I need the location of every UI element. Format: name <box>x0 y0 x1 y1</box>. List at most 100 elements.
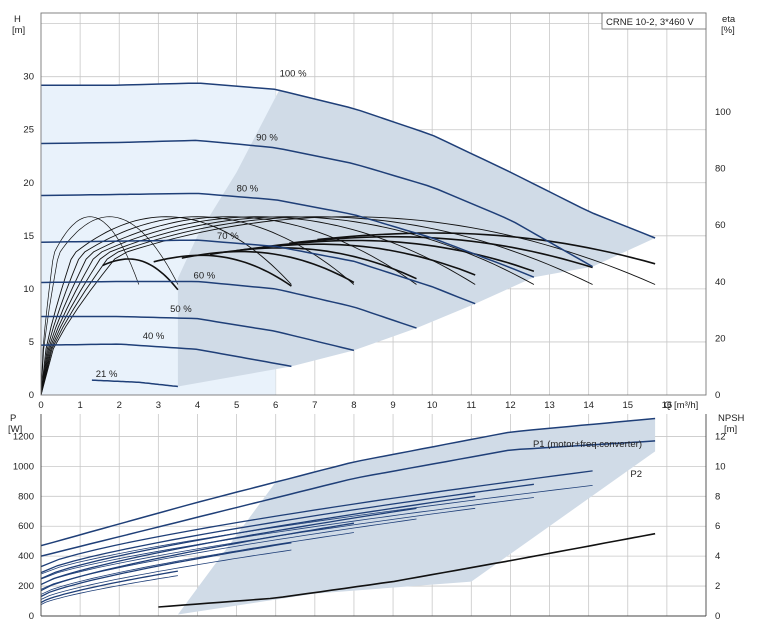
power-curve <box>41 549 292 600</box>
top-y-right-label: eta <box>722 14 736 25</box>
x-tick-label: 11 <box>466 400 476 411</box>
power-curve <box>41 532 354 595</box>
npsh-tick-label: 6 <box>715 521 720 532</box>
y-left-tick-label: 25 <box>23 125 34 136</box>
npsh-tick-label: 0 <box>715 611 720 622</box>
head-curve <box>41 315 355 352</box>
efficiency-curve <box>41 216 355 395</box>
bottom-ticks: 0 200 400 600 800 1000 1200 0 2 4 6 8 10 12 <box>13 431 726 622</box>
power-curve <box>41 470 593 568</box>
y-right-tick-label: 100 <box>715 107 731 118</box>
x-tick-label: 16 <box>662 400 673 411</box>
x-tick-label: 13 <box>544 400 555 411</box>
x-tick-label: 10 <box>427 400 438 411</box>
x-tick-label: 12 <box>505 400 516 411</box>
efficiency-curve <box>41 216 417 395</box>
p2-curve <box>41 440 656 557</box>
speed-label: 70 % <box>217 231 239 242</box>
x-tick-label: 6 <box>273 400 278 411</box>
head-curves <box>41 82 656 388</box>
efficiency-max-curve <box>262 239 535 272</box>
p-tick-label: 600 <box>18 521 34 532</box>
power-curve <box>41 483 534 574</box>
efficiency-curve <box>41 216 593 395</box>
speed-label: 80 % <box>237 183 259 194</box>
title-box-text: CRNE 10-2, 3*460 V <box>606 17 694 28</box>
efficiency-max-curve <box>102 258 179 291</box>
p-tick-label: 400 <box>18 551 34 562</box>
power-curves <box>41 417 656 605</box>
npsh-tick-label: 2 <box>715 581 720 592</box>
power-curve <box>41 570 179 604</box>
efficiency-max-curve <box>289 235 593 269</box>
power-curve <box>41 495 476 580</box>
power-curve <box>41 575 178 605</box>
y-right-tick-label: 20 <box>715 333 726 344</box>
bottom-y-left-label: P <box>10 413 16 424</box>
efficiency-curve <box>41 216 292 395</box>
power-curve <box>41 507 417 586</box>
p-tick-label: 1000 <box>13 461 34 472</box>
npsh-tick-label: 10 <box>715 461 726 472</box>
x-tick-label: 7 <box>312 400 317 411</box>
power-curve <box>41 497 534 580</box>
x-tick-label: 1 <box>77 400 82 411</box>
efficiency-curve <box>41 216 476 395</box>
speed-label: 60 % <box>194 270 216 281</box>
head-curve <box>41 82 656 239</box>
title-box <box>601 12 707 30</box>
speed-label: 21 % <box>96 369 118 380</box>
speed-label: 90 % <box>256 132 278 143</box>
x-tick-label: 8 <box>351 400 356 411</box>
y-left-tick-label: 30 <box>23 72 34 83</box>
efficiency-curve <box>41 216 179 395</box>
npsh-tick-label: 8 <box>715 491 720 502</box>
x-tick-label: 15 <box>622 400 633 411</box>
efficiency-curve <box>41 216 535 395</box>
y-right-tick-label: 0 <box>715 390 720 401</box>
y-left-tick-label: 20 <box>23 178 34 189</box>
npsh-tick-label: 4 <box>715 551 720 562</box>
head-curve <box>41 192 535 278</box>
x-tick-label: 3 <box>156 400 161 411</box>
p-tick-label: 200 <box>18 581 34 592</box>
speed-label: 40 % <box>143 331 165 342</box>
operating-envelope <box>177 89 656 387</box>
power-curve <box>41 542 292 598</box>
npsh-curve <box>158 532 656 608</box>
top-ticks: 0 1 2 3 4 5 6 7 8 9 10 11 12 13 14 15 160510152025300204… <box>23 72 730 411</box>
p1-series-label: P1 (motor+freq.converter) <box>533 439 642 450</box>
p-tick-label: 800 <box>18 491 34 502</box>
y-right-tick-label: 40 <box>715 277 726 288</box>
y-left-tick-label: 0 <box>29 390 34 401</box>
y-right-tick-label: 80 <box>715 164 726 175</box>
y-left-tick-label: 15 <box>23 231 34 242</box>
x-tick-label: 9 <box>390 400 395 411</box>
p2-series-label: P2 <box>630 469 642 480</box>
speed-labels: 100 % 90 % 80 % 70 % 60 % 50 % 40 % 21 % <box>96 69 307 380</box>
efficiency-curve <box>41 216 656 395</box>
efficiency-max-curve <box>317 232 656 265</box>
x-tick-label: 5 <box>234 400 239 411</box>
npsh-tick-label: 12 <box>715 431 726 442</box>
top-frame <box>40 12 707 396</box>
bottom-panel: 0 200 400 600 800 1000 1200 0 2 4 6 8 10 12 P [W] NPS… <box>8 413 745 622</box>
bottom-y-right-label: NPSH <box>718 413 745 424</box>
x-tick-label: 2 <box>117 400 122 411</box>
y-right-tick-label: 60 <box>715 220 726 231</box>
top-y-left-unit: [m] <box>12 25 25 36</box>
speed-label: 100 % <box>280 69 307 80</box>
bottom-y-right-unit: [m] <box>724 424 737 435</box>
y-left-tick-label: 10 <box>23 284 34 295</box>
top-y-right-unit: [%] <box>721 25 735 36</box>
y-left-tick-label: 5 <box>29 337 34 348</box>
x-axis-label: Q [m³/h] <box>664 400 698 411</box>
p-tick-label: 0 <box>29 611 34 622</box>
power-curve <box>41 522 355 592</box>
p1-curve <box>41 417 656 547</box>
head-curve <box>41 280 417 329</box>
head-curve <box>41 343 292 368</box>
efficiency-max-curve <box>153 254 292 287</box>
x-tick-label: 0 <box>38 400 43 411</box>
